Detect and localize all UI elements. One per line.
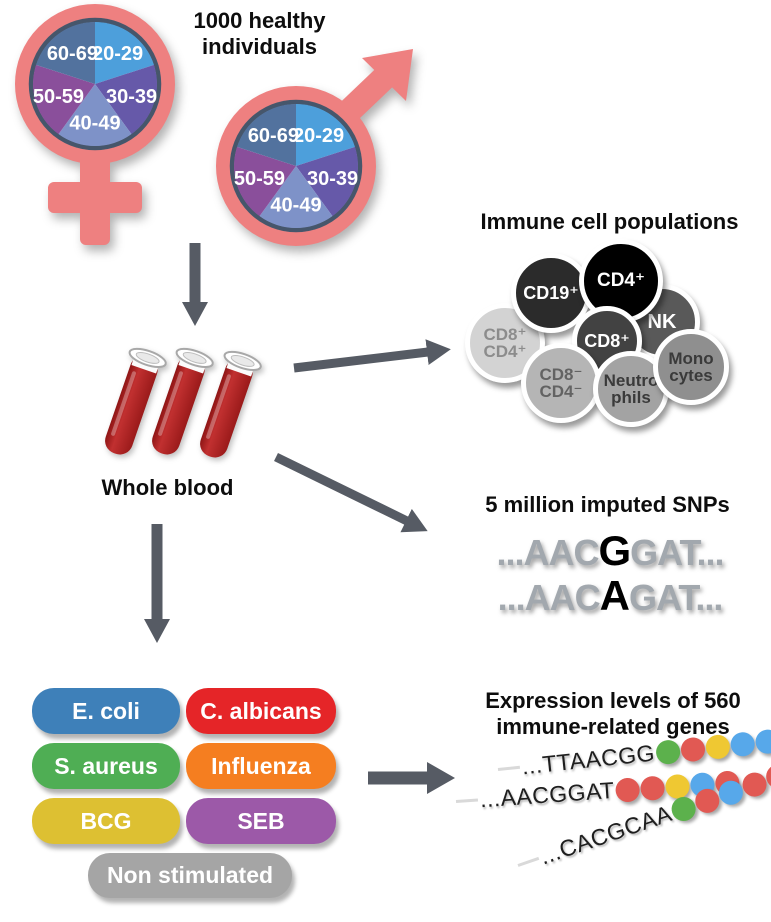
expression-dot [729, 730, 756, 758]
male-age-pie: 20-29 30-39 40-49 50-59 60-69 [234, 104, 358, 229]
stimulus-non-stimulated: Non stimulated [88, 853, 292, 898]
expression-dot [654, 738, 681, 765]
blood-tube [105, 347, 167, 455]
age-slice-label: 20-29 [293, 125, 344, 147]
age-slice-label: 20-29 [92, 43, 143, 65]
strand-line [497, 765, 521, 771]
expression-dot [739, 768, 770, 800]
stimulus-seb: SEB [186, 798, 336, 844]
arrow-blood-to-snps [274, 452, 428, 533]
expression-dot [614, 776, 641, 803]
snp-seq1-suffix: GAT... [630, 532, 724, 573]
expression-dot [691, 785, 723, 816]
age-slice [234, 146, 296, 217]
age-slice [296, 104, 355, 166]
snp-seq1-prefix: ...AAC [496, 532, 599, 573]
arrow-blood-to-cells [293, 339, 451, 373]
age-slice-label: 60-69 [248, 125, 299, 147]
female-symbol-icon: 20-29 30-39 40-49 50-59 60-69 [15, 4, 175, 245]
female-cross [48, 148, 142, 245]
blood-tube [200, 350, 262, 458]
immune-cells-title: Immune cell populations [480, 209, 739, 234]
blood-tube [152, 347, 214, 455]
age-slice-label: 40-49 [69, 112, 120, 134]
age-slice [33, 64, 95, 135]
cell-monocytes: Mono cytes [653, 329, 729, 405]
age-slice-label: 50-59 [234, 168, 285, 190]
stimulus-c-albicans: C. albicans [186, 688, 336, 734]
whole-blood-label: Whole blood [101, 475, 234, 500]
snps-title: 5 million imputed SNPs [485, 492, 730, 517]
strand-sequence: ...TTAACGG [520, 739, 657, 780]
expression-dot [679, 735, 706, 763]
expression-dot [639, 774, 666, 801]
snp-seq2-suffix: GAT... [629, 577, 723, 618]
expression-dot [704, 733, 731, 760]
snp-sequence-1: ...AACGGAT... [450, 530, 770, 572]
age-slice-label: 60-69 [47, 43, 98, 65]
stimulus-bcg: BCG [32, 798, 180, 844]
age-slice-label: 40-49 [270, 194, 321, 216]
expression-title: Expression levels of 560 immune-related … [485, 688, 741, 739]
snp-seq2-variant: A [599, 572, 630, 619]
stimulus-e-coli: E. coli [32, 688, 180, 734]
male-arrow [334, 49, 413, 127]
age-slice [58, 84, 132, 147]
age-slice [36, 22, 95, 84]
snp-sequence-2: ...AACAGAT... [450, 575, 770, 617]
blood-tubes-icon [105, 347, 262, 458]
page-title: 1000 healthy individuals [193, 8, 326, 59]
cell-cd19pos: CD19⁺ [511, 253, 591, 333]
strand-sequence: ...CACGCAA [536, 800, 676, 870]
expression-dot [715, 777, 746, 808]
cell-cd8neg-cd4neg: CD8⁻ CD4⁻ [521, 343, 601, 423]
age-slice-label: 50-59 [33, 86, 84, 108]
age-slice-label: 30-39 [106, 86, 157, 108]
snp-seq2-prefix: ...AAC [497, 577, 601, 618]
age-slice [296, 146, 358, 217]
age-slice [95, 22, 154, 84]
female-age-pie: 20-29 30-39 40-49 50-59 60-69 [33, 22, 157, 147]
age-slice [237, 104, 296, 166]
strand-line [455, 798, 479, 803]
male-symbol-icon: 20-29 30-39 40-49 50-59 60-69 [216, 49, 413, 246]
stimulus-s-aureus: S. aureus [32, 743, 180, 789]
age-slice [95, 64, 157, 135]
stimulus-influenza: Influenza [186, 743, 336, 789]
age-slice [259, 166, 333, 229]
snp-seq1-variant: G [598, 527, 631, 574]
strand-line [517, 856, 540, 867]
age-slice-label: 30-39 [307, 168, 358, 190]
expression-dot [753, 728, 771, 755]
